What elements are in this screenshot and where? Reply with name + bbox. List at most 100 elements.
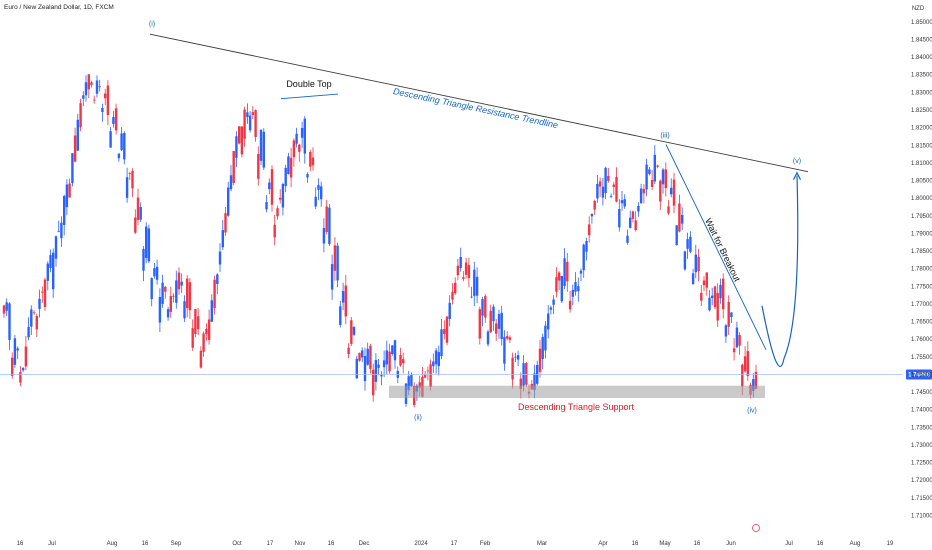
price-tick-label: 1.83000 (911, 90, 932, 96)
candle-body (84, 82, 88, 96)
price-tick-label: 1.84000 (911, 55, 932, 61)
candle (372, 363, 375, 402)
candle-body (150, 278, 153, 300)
price-tick-label: 1.80500 (911, 179, 932, 185)
candle-body (391, 345, 394, 354)
candle (385, 340, 388, 375)
price-tick-label: 1.76500 (911, 320, 932, 326)
candle (467, 257, 471, 288)
candle (555, 267, 558, 298)
candle (727, 295, 730, 335)
candle-body (41, 291, 44, 293)
candle-body (251, 112, 254, 115)
candle-body (516, 355, 520, 360)
candle (268, 178, 271, 195)
candle (705, 272, 708, 296)
candle-body (683, 251, 687, 270)
candle-body (454, 282, 457, 294)
price-tick-label: 1.84500 (911, 38, 932, 44)
price-axis[interactable]: NZD 1.85000 1.84500 1.84000 1.83500 1.83000 1.… (911, 6, 932, 519)
candle (84, 75, 88, 102)
projection-path (761, 175, 799, 367)
candle-body (139, 207, 142, 220)
candle-body (197, 316, 200, 330)
price-tick-label: 1.77000 (911, 302, 932, 308)
candle (443, 320, 446, 340)
candle (336, 242, 339, 288)
support-zone (389, 385, 765, 398)
candle (114, 103, 118, 135)
candle-body (347, 347, 350, 355)
candle-body (183, 301, 186, 319)
candle-body (98, 86, 101, 88)
candle (495, 319, 498, 341)
candle-body (114, 108, 118, 131)
candle-body (506, 336, 509, 339)
candle (459, 247, 462, 272)
candle (451, 283, 454, 305)
candle-body (648, 169, 651, 174)
candle (629, 210, 632, 229)
candle-body (440, 329, 443, 357)
candle-body (76, 119, 79, 151)
candle-body (519, 378, 522, 389)
price-tick-label: 1.82500 (911, 108, 932, 114)
candle-body (681, 214, 684, 224)
candle-body (563, 258, 566, 286)
candle (377, 359, 380, 376)
candle-body (352, 327, 356, 335)
time-tick-label: Oct (232, 541, 242, 547)
candle (754, 364, 758, 390)
candle (369, 343, 372, 374)
candle-body (407, 376, 410, 391)
candle-body (8, 303, 11, 340)
price-tick-label: 1.79500 (911, 214, 932, 220)
time-tick-label: 16 (142, 541, 149, 547)
candle-body (164, 286, 167, 292)
candle-body (63, 196, 66, 225)
candle (475, 267, 479, 304)
candle (71, 153, 74, 187)
candle (5, 298, 8, 317)
candle (303, 116, 306, 164)
candle-body (38, 298, 41, 309)
candle (363, 347, 367, 391)
candle (265, 195, 268, 213)
candle (722, 273, 725, 319)
candle-body (169, 296, 172, 312)
candle (8, 302, 11, 350)
candle-body (423, 374, 427, 378)
candle (686, 232, 689, 259)
candle-body (268, 182, 271, 190)
candle (49, 249, 52, 273)
time-axis[interactable]: 16 Jul Aug 16 Sep Oct 17 Nov 16 Dec 2024 17 Feb Mar Ap… (17, 541, 894, 547)
candle-body (202, 333, 205, 352)
candle-body (448, 302, 451, 319)
candle (437, 345, 440, 376)
candle-body (541, 336, 544, 359)
candle (13, 335, 17, 368)
candle (456, 258, 460, 281)
candle (27, 317, 30, 341)
candle-body (175, 280, 178, 303)
candle-body (746, 351, 749, 376)
candle-body (372, 369, 375, 396)
candle-body (284, 167, 287, 187)
wave-label: (iv) (747, 408, 757, 415)
candle (207, 309, 211, 345)
candle-body (568, 300, 572, 310)
candle (120, 127, 123, 152)
candle (158, 288, 162, 332)
time-tick-label: 16 (17, 541, 24, 547)
candle (598, 177, 602, 197)
candle (240, 126, 244, 158)
candle-body (270, 169, 274, 205)
candle-body (366, 348, 369, 365)
candle (161, 274, 164, 308)
candle-body (719, 284, 722, 299)
candle-body (333, 245, 337, 271)
candle (574, 272, 577, 296)
candle-body (538, 348, 542, 372)
price-tick-label: 1.81000 (911, 161, 932, 167)
